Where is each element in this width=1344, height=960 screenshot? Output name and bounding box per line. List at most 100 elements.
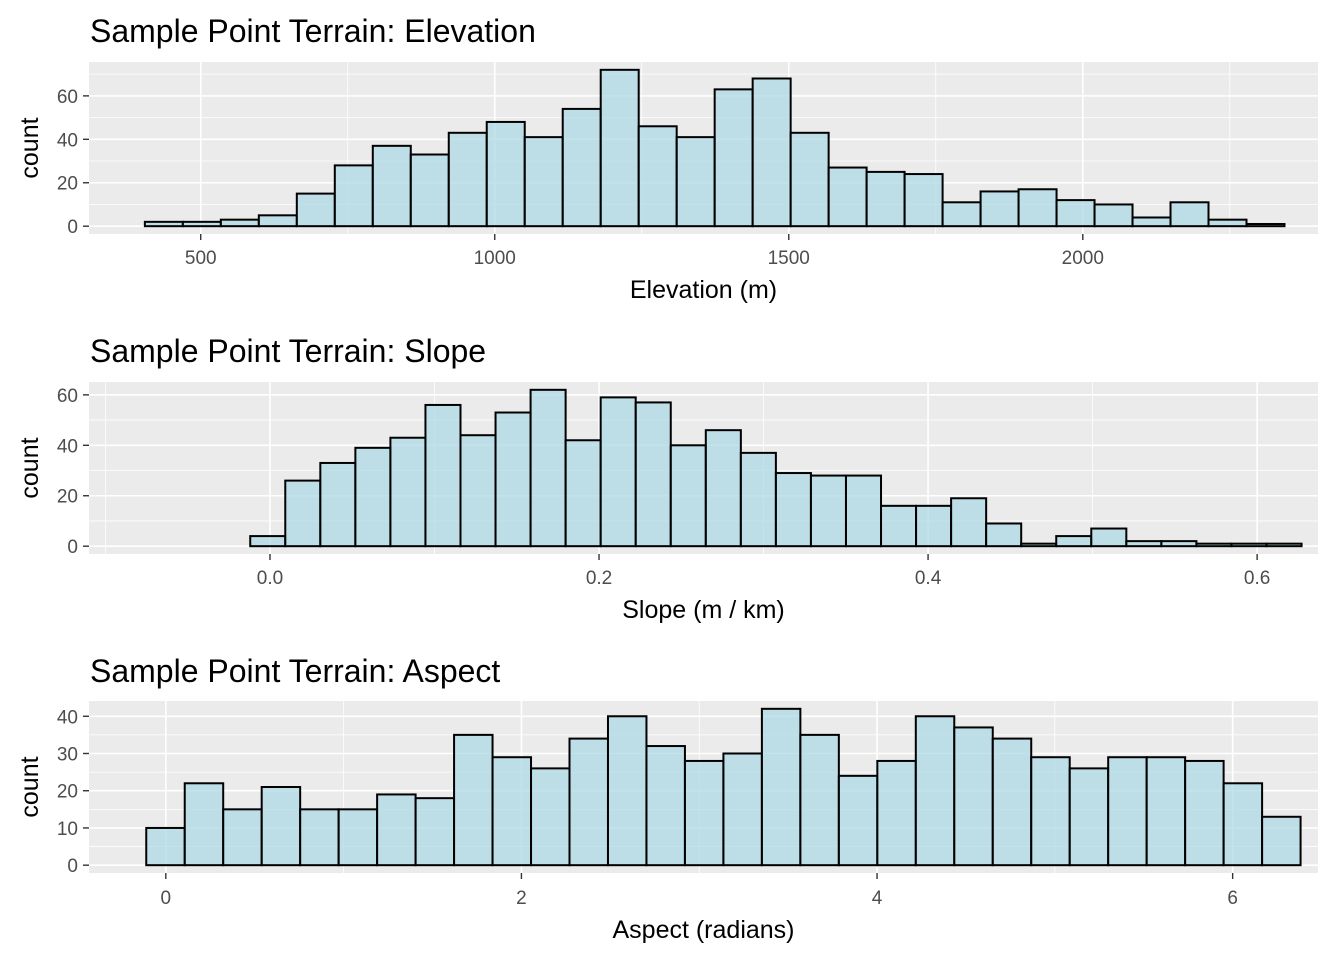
aspect-histogram-bar xyxy=(760,707,802,867)
slope-histogram-bar xyxy=(494,411,532,548)
elevation-histogram-bar xyxy=(371,144,412,228)
slope-x-tick-label: 0.4 xyxy=(915,568,942,589)
elevation-histogram-bar xyxy=(1131,216,1172,228)
elevation-histogram-bar xyxy=(637,125,678,228)
aspect-x-axis-title: Aspect (radians) xyxy=(612,916,794,944)
slope-histogram-bar xyxy=(669,444,707,548)
aspect-histogram-bar xyxy=(299,808,340,867)
aspect-histogram-bar xyxy=(606,715,648,867)
aspect-histogram-bar xyxy=(1068,767,1110,867)
elevation-x-tick-label: 2000 xyxy=(1062,248,1104,269)
elevation-histogram-bar xyxy=(257,214,298,228)
slope-histogram-bar xyxy=(950,497,988,548)
elevation-histogram-bar xyxy=(295,192,336,228)
aspect-histogram-bar xyxy=(453,733,494,867)
slope-histogram-bar xyxy=(249,535,287,548)
aspect-histogram-bar xyxy=(799,733,840,867)
slope-histogram-bar xyxy=(1125,540,1163,548)
elevation-histogram-bar xyxy=(333,164,374,228)
elevation-x-tick-label: 500 xyxy=(185,248,217,269)
aspect-histogram-bar xyxy=(530,767,571,867)
elevation-histogram-bar xyxy=(181,220,222,228)
elevation-histogram-bar xyxy=(409,153,450,228)
elevation-histogram-bar xyxy=(1245,223,1286,228)
elevation-histogram-bar xyxy=(143,220,184,228)
slope-histogram-bar xyxy=(634,401,672,548)
elevation-y-axis-title: count xyxy=(16,117,44,178)
slope-y-tick-label: 0 xyxy=(67,537,78,558)
elevation-histogram-bar xyxy=(523,136,564,228)
slope-x-tick-label: 0.6 xyxy=(1244,568,1270,589)
slope-chart: Sample Point Terrain: Slope 0.0 0.2 0.4 0.6 0… xyxy=(16,333,1318,624)
slope-histogram-bar xyxy=(880,504,918,548)
slope-histogram-bar xyxy=(319,461,357,548)
aspect-histogram-bar xyxy=(1107,756,1148,867)
aspect-histogram-bar xyxy=(414,797,456,867)
slope-histogram-bar xyxy=(809,474,847,548)
aspect-histogram-bar xyxy=(1222,782,1264,867)
elevation-histogram-bar xyxy=(485,120,526,228)
slope-histogram-bar xyxy=(599,396,637,548)
slope-histogram-bar xyxy=(915,504,953,548)
slope-histogram-bar xyxy=(844,474,883,548)
aspect-y-tick-label: 0 xyxy=(67,856,78,877)
aspect-histogram-bar xyxy=(991,737,1033,867)
slope-histogram-bar xyxy=(774,472,812,548)
slope-y-axis-title: count xyxy=(16,437,44,498)
slope-histogram-bar xyxy=(1230,542,1268,548)
elevation-histogram-bar xyxy=(903,173,944,228)
aspect-histogram-bar xyxy=(722,752,763,867)
elevation-y-tick-label: 60 xyxy=(57,87,78,108)
slope-histogram-bar xyxy=(389,436,427,548)
elevation-x-axis-title: Elevation (m) xyxy=(630,276,777,304)
slope-histogram-bar xyxy=(1160,540,1198,548)
aspect-histogram-bar xyxy=(1184,759,1225,867)
slope-x-tick-label: 0.0 xyxy=(257,568,283,589)
elevation-x-tick-label: 1000 xyxy=(474,248,516,269)
aspect-y-tick-label: 40 xyxy=(57,707,78,728)
slope-chart-title: Sample Point Terrain: Slope xyxy=(90,333,486,369)
elevation-chart-title: Sample Point Terrain: Elevation xyxy=(90,13,536,49)
slope-y-tick-label: 20 xyxy=(57,487,78,508)
slope-histogram-bar xyxy=(704,429,742,548)
aspect-histogram-bar xyxy=(1030,756,1071,867)
elevation-y-tick-label: 40 xyxy=(57,130,78,151)
elevation-histogram-bar xyxy=(713,88,754,228)
slope-histogram-bar xyxy=(564,439,602,548)
slope-histogram-bar xyxy=(1090,527,1128,548)
aspect-histogram-bar xyxy=(645,745,686,867)
elevation-histogram-bar xyxy=(1017,188,1058,228)
elevation-histogram-bar xyxy=(751,77,792,228)
aspect-x-tick-label: 4 xyxy=(872,888,883,909)
elevation-histogram-bar xyxy=(865,170,906,228)
slope-histogram-bar xyxy=(739,451,777,548)
aspect-x-tick-label: 2 xyxy=(516,888,527,909)
aspect-histogram-bar xyxy=(914,715,956,867)
aspect-histogram-bar xyxy=(953,726,994,867)
elevation-histogram-bar xyxy=(675,136,716,228)
slope-histogram-bar xyxy=(1265,542,1303,548)
elevation-histogram-bar xyxy=(979,190,1020,228)
aspect-histogram-bar xyxy=(568,737,609,867)
elevation-histogram-bar xyxy=(1207,218,1248,228)
aspect-x-tick-label: 6 xyxy=(1227,888,1238,909)
aspect-x-tick-label: 0 xyxy=(161,888,172,909)
aspect-histogram-bar xyxy=(376,793,417,867)
elevation-histogram-bar xyxy=(219,218,260,228)
slope-histogram-bar xyxy=(354,446,392,548)
slope-histogram-bar xyxy=(1055,535,1093,548)
aspect-histogram-bar xyxy=(183,782,225,867)
aspect-histogram-bar xyxy=(876,759,917,867)
slope-histogram-bar xyxy=(424,403,462,548)
aspect-histogram-bar xyxy=(222,808,263,867)
slope-histogram-bar xyxy=(284,479,322,548)
slope-histogram-bar xyxy=(459,434,497,548)
elevation-histogram-bar xyxy=(447,131,488,228)
slope-y-tick-label: 40 xyxy=(57,436,78,457)
slope-x-axis-title: Slope (m / km) xyxy=(622,596,785,624)
aspect-histogram-bar xyxy=(837,774,879,867)
aspect-histogram-bar xyxy=(1261,815,1302,867)
aspect-histogram-bar xyxy=(145,826,186,867)
elevation-histogram-bar xyxy=(827,166,868,228)
